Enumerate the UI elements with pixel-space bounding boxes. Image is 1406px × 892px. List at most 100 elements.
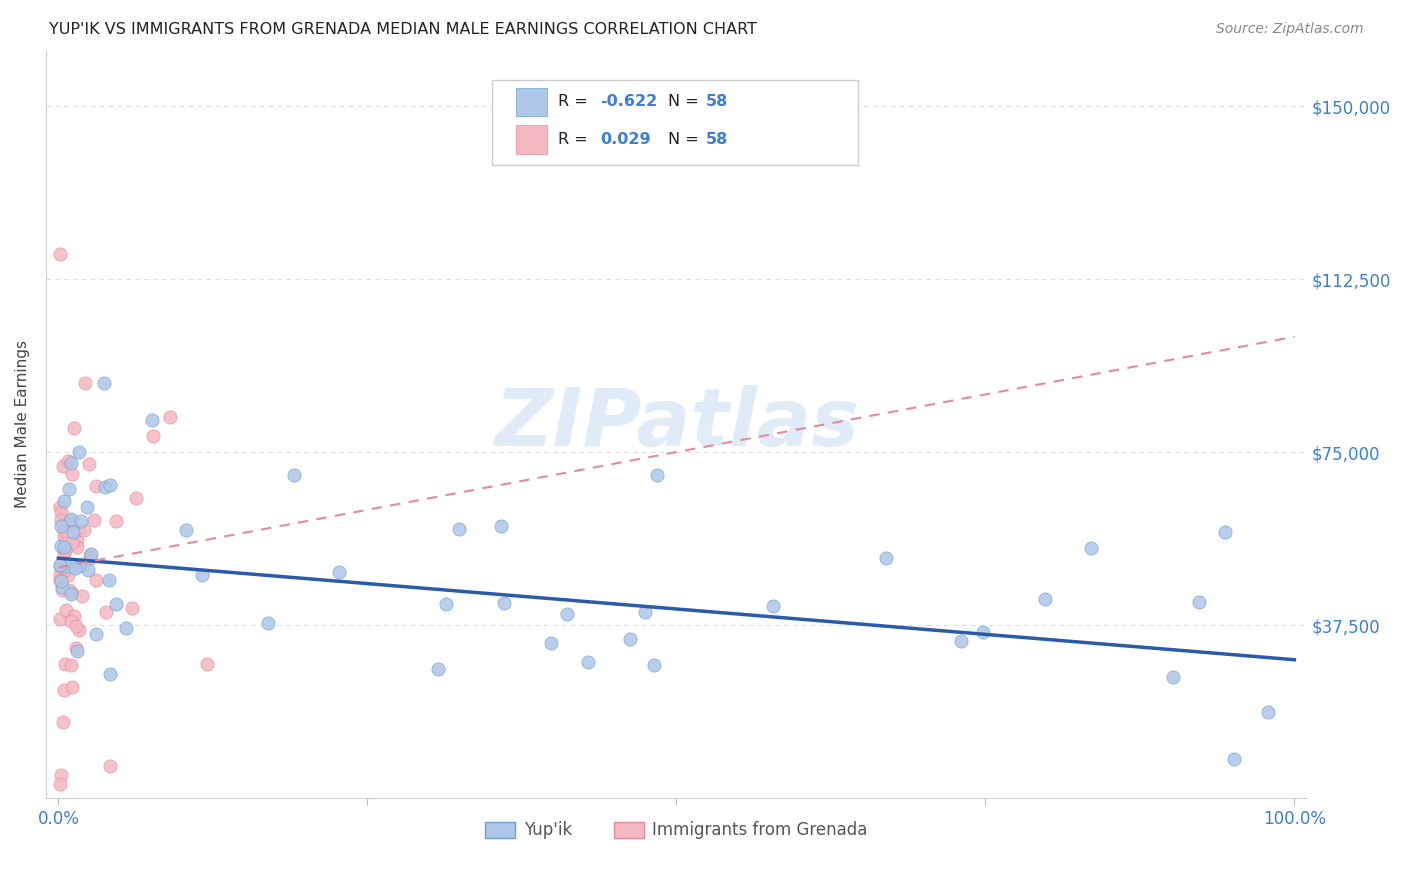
Point bbox=[52, 682, 75, 697]
Point bbox=[94, 480, 117, 494]
Point bbox=[79, 548, 101, 562]
Point bbox=[76, 562, 98, 576]
Point bbox=[49, 574, 72, 588]
Point bbox=[55, 657, 77, 671]
Text: -0.622: -0.622 bbox=[600, 95, 658, 110]
Point bbox=[66, 533, 89, 547]
Point bbox=[555, 607, 578, 621]
Point bbox=[634, 605, 657, 619]
Point bbox=[60, 658, 83, 673]
Point bbox=[56, 454, 79, 468]
Point bbox=[93, 376, 115, 390]
Point bbox=[257, 615, 280, 630]
Point bbox=[55, 558, 77, 573]
Point bbox=[59, 514, 82, 528]
Point bbox=[49, 513, 72, 527]
Text: YUP'IK VS IMMIGRANTS FROM GRENADA MEDIAN MALE EARNINGS CORRELATION CHART: YUP'IK VS IMMIGRANTS FROM GRENADA MEDIAN… bbox=[49, 22, 758, 37]
Point bbox=[83, 514, 105, 528]
Point bbox=[51, 458, 73, 473]
Point bbox=[1163, 669, 1185, 683]
Point bbox=[70, 590, 93, 604]
Point bbox=[643, 658, 665, 673]
Point bbox=[875, 550, 897, 565]
Point bbox=[100, 759, 122, 773]
Point bbox=[1223, 752, 1246, 766]
Point bbox=[540, 636, 562, 650]
Point bbox=[49, 558, 72, 573]
Point bbox=[62, 524, 84, 539]
Point bbox=[55, 603, 77, 617]
Point bbox=[1257, 705, 1279, 719]
Point bbox=[60, 456, 83, 470]
Point bbox=[447, 522, 470, 536]
Point bbox=[59, 512, 82, 526]
Point bbox=[492, 597, 515, 611]
Point bbox=[66, 524, 89, 538]
Point bbox=[60, 467, 83, 482]
Y-axis label: Median Male Earnings: Median Male Earnings bbox=[15, 341, 30, 508]
Point bbox=[645, 468, 668, 483]
Point bbox=[98, 478, 121, 492]
Point bbox=[63, 561, 86, 575]
Point bbox=[60, 614, 83, 628]
Point bbox=[53, 524, 76, 539]
Point bbox=[73, 523, 96, 537]
Point bbox=[51, 582, 73, 597]
Point bbox=[49, 558, 72, 572]
Point bbox=[69, 515, 91, 529]
Point bbox=[53, 515, 76, 529]
Point bbox=[49, 246, 72, 260]
Point bbox=[51, 505, 73, 519]
Point bbox=[49, 768, 72, 782]
Point bbox=[62, 421, 84, 435]
Point bbox=[48, 568, 70, 582]
Point bbox=[576, 655, 599, 669]
Point bbox=[49, 539, 72, 553]
Text: 58: 58 bbox=[706, 95, 728, 110]
Point bbox=[104, 598, 127, 612]
Point bbox=[972, 625, 994, 640]
Point bbox=[114, 621, 136, 635]
Point bbox=[191, 568, 214, 582]
Text: R =: R = bbox=[558, 95, 593, 110]
Point bbox=[77, 457, 100, 471]
Point bbox=[434, 597, 457, 611]
Point bbox=[66, 643, 89, 657]
Text: 58: 58 bbox=[706, 132, 728, 147]
Point bbox=[53, 565, 76, 579]
Point bbox=[56, 568, 79, 582]
Point bbox=[67, 559, 90, 574]
Point bbox=[59, 585, 82, 599]
Text: 0.029: 0.029 bbox=[600, 132, 651, 147]
Point bbox=[1213, 524, 1236, 539]
Point bbox=[52, 715, 75, 730]
Point bbox=[58, 482, 80, 496]
Point bbox=[86, 573, 108, 587]
Point bbox=[142, 429, 165, 443]
Legend: Yup'ik, Immigrants from Grenada: Yup'ik, Immigrants from Grenada bbox=[478, 814, 875, 846]
Point bbox=[63, 609, 86, 624]
Point bbox=[49, 519, 72, 533]
Point bbox=[80, 547, 103, 561]
Point bbox=[67, 623, 90, 637]
Point bbox=[489, 519, 512, 533]
Point bbox=[52, 546, 75, 560]
Point bbox=[75, 376, 97, 390]
Point bbox=[66, 540, 89, 554]
Point bbox=[65, 619, 87, 633]
Point bbox=[98, 573, 121, 587]
Point bbox=[67, 445, 90, 459]
Point bbox=[51, 580, 73, 594]
Point bbox=[48, 777, 70, 791]
Point bbox=[60, 680, 83, 694]
Point bbox=[48, 612, 70, 626]
Text: Source: ZipAtlas.com: Source: ZipAtlas.com bbox=[1216, 22, 1364, 37]
Point bbox=[98, 667, 121, 681]
Point bbox=[1188, 594, 1211, 608]
Point bbox=[52, 494, 75, 508]
Point bbox=[762, 599, 785, 614]
Point bbox=[1080, 541, 1102, 555]
Point bbox=[125, 491, 148, 505]
Point bbox=[52, 522, 75, 536]
Point bbox=[65, 641, 87, 656]
